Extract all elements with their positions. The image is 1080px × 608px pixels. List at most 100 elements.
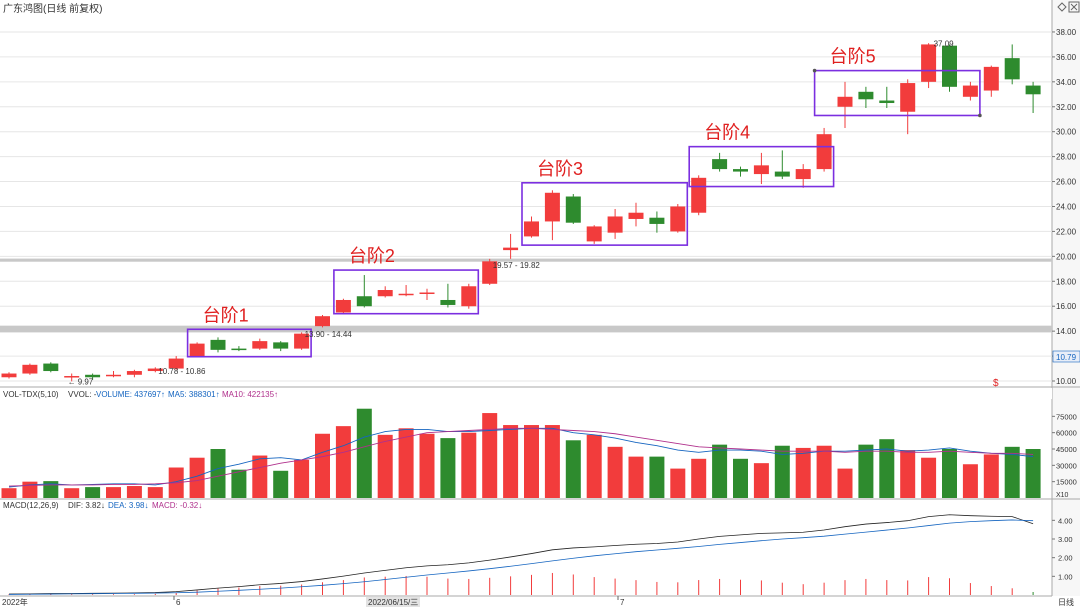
candle — [544, 190, 560, 241]
volume-tick-label: 45000 — [1056, 445, 1077, 454]
volume-bar — [482, 413, 498, 498]
volume-value: VOLUME: 437697↑ — [96, 390, 165, 399]
time-label-june: 6 — [176, 598, 181, 607]
volume-bar — [816, 445, 832, 498]
candle — [900, 79, 916, 135]
candle — [398, 285, 414, 297]
candle-body — [774, 171, 790, 177]
candle — [1004, 44, 1020, 85]
candle — [147, 367, 163, 373]
current-price-tag: 10.79 — [1052, 350, 1080, 363]
candle-body — [962, 85, 978, 97]
volume-axis: 75000 60000 45000 30000 15000 X10 — [1052, 412, 1077, 499]
volume-bar — [85, 487, 101, 498]
candle — [43, 362, 59, 373]
candle-body — [942, 45, 957, 87]
candle-body — [482, 261, 498, 284]
candle-body — [524, 221, 539, 237]
candle-body — [900, 83, 916, 112]
volume-ma-lines — [8, 427, 1034, 488]
candle — [356, 275, 372, 308]
volume-tick-label: 60000 — [1056, 429, 1077, 438]
volume-bar — [252, 455, 268, 498]
period-label[interactable]: 日线 — [1058, 597, 1074, 607]
box-corner-marker — [812, 68, 817, 73]
candle-body — [837, 96, 853, 107]
step-boxes: 台阶1 台阶2 台阶3 台阶4 台阶5 — [186, 47, 982, 358]
volume-bar — [503, 425, 519, 498]
candle-body — [210, 339, 226, 350]
ma5-line — [8, 427, 1034, 488]
chart-title: 广东鸿图(日线 前复权) — [3, 2, 102, 15]
volume-bar — [398, 428, 414, 498]
candle-body — [22, 364, 38, 374]
candle — [983, 65, 999, 97]
candle — [816, 127, 832, 172]
volume-bar — [1025, 449, 1041, 498]
candle — [106, 371, 121, 378]
candle — [753, 152, 769, 185]
volume-tick-label: 75000 — [1056, 412, 1077, 421]
candle — [440, 283, 456, 308]
volume-bar — [419, 433, 435, 498]
macd-tick-label: 1.00 — [1058, 572, 1073, 581]
volume-bar — [440, 438, 456, 498]
volume-bar — [22, 481, 38, 498]
candle — [670, 203, 686, 233]
candle — [649, 211, 665, 233]
candle — [607, 208, 623, 239]
candle-body — [231, 348, 247, 351]
volume-bar — [962, 464, 978, 498]
price-tick-label: 22.00 — [1056, 227, 1077, 236]
macd-tick-label: 4.00 — [1058, 516, 1073, 525]
current-price-value: 10.79 — [1056, 353, 1077, 362]
box-corner-marker — [978, 113, 982, 118]
ma10-line — [8, 427, 1034, 487]
price-axis: 38.00 36.00 34.00 32.00 30.00 28.00 26.00 24.00… — [1052, 28, 1077, 386]
candle-body — [565, 196, 581, 223]
support-band-low — [0, 325, 1052, 333]
candle-body — [377, 290, 393, 297]
candle-body — [544, 192, 560, 222]
dif-line — [8, 514, 1034, 595]
volume-bar — [983, 454, 999, 498]
volume-bars — [1, 408, 1041, 498]
candle-body — [461, 286, 477, 307]
close-icon[interactable] — [1068, 1, 1080, 13]
volume-bar — [900, 450, 916, 498]
time-label-july: 7 — [620, 598, 625, 607]
volume-bar — [106, 487, 121, 498]
candle-body — [1, 373, 17, 378]
price-tick-label: 26.00 — [1056, 178, 1077, 187]
candle — [921, 43, 937, 89]
diamond-icon[interactable] — [1057, 2, 1067, 12]
candle-body — [503, 247, 519, 251]
candlestick-series — [1, 43, 1041, 382]
macd-tick-label: 3.00 — [1058, 535, 1073, 544]
volume-bar — [231, 469, 247, 498]
candle-body — [356, 296, 372, 307]
volume-tick-label: 30000 — [1056, 461, 1077, 470]
candle — [64, 373, 80, 382]
candle — [273, 341, 289, 352]
volume-bar — [294, 459, 310, 498]
step-box-4 — [688, 145, 835, 188]
macd-header: MACD(12,26,9) DIF: 3.82↓ DEA: 3.98↓ MACD… — [3, 501, 202, 510]
macd-lines — [8, 514, 1034, 595]
price-tick-label: 10.00 — [1056, 377, 1077, 386]
candle-body — [983, 66, 999, 91]
step-label-5: 台阶5 — [830, 47, 876, 67]
price-tick-label: 24.00 — [1056, 202, 1077, 211]
svg-text:MACD(12,26,9) DIF: 3.82↓: MACD(12,26,9) DIF: 3.82↓ DEA: 3.98↓ MACD… — [3, 501, 202, 510]
candle — [231, 346, 247, 352]
high-price-label: 37.09 — [934, 39, 955, 48]
volume-bar — [753, 463, 769, 498]
volume-bar — [795, 447, 811, 498]
candle — [628, 202, 644, 227]
support-band-high — [0, 258, 1052, 262]
candle-body — [168, 358, 184, 369]
candle-body — [440, 299, 456, 305]
candle — [837, 81, 853, 128]
volume-tick-label: 15000 — [1056, 478, 1077, 487]
